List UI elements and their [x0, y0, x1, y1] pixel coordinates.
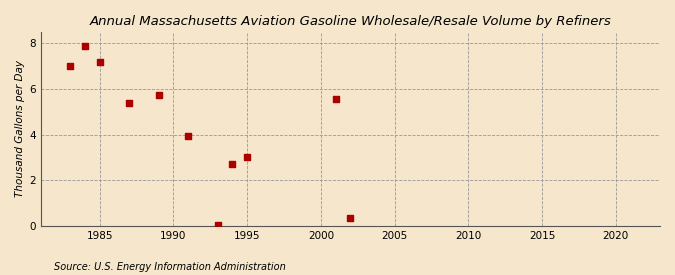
- Point: [80, 43, 90, 48]
- Text: Source: U.S. Energy Information Administration: Source: U.S. Energy Information Administ…: [54, 262, 286, 272]
- Point: [65, 64, 76, 68]
- Point: [330, 97, 341, 101]
- Point: [124, 100, 134, 105]
- Point: [183, 134, 194, 138]
- Point: [212, 222, 223, 227]
- Y-axis label: Thousand Gallons per Day: Thousand Gallons per Day: [15, 60, 25, 197]
- Point: [227, 162, 238, 166]
- Title: Annual Massachusetts Aviation Gasoline Wholesale/Resale Volume by Refiners: Annual Massachusetts Aviation Gasoline W…: [90, 15, 611, 28]
- Point: [153, 92, 164, 97]
- Point: [345, 216, 356, 220]
- Point: [242, 155, 252, 160]
- Point: [95, 59, 105, 64]
